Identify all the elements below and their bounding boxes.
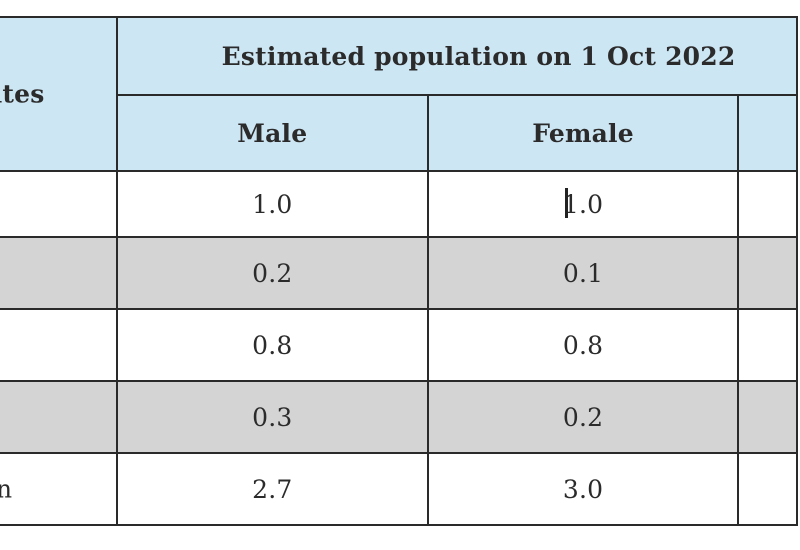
extra-value xyxy=(737,380,798,454)
header-row-title: ates Estimated population on 1 Oct 2022 xyxy=(0,16,799,172)
row-label xyxy=(0,308,118,382)
text-cursor xyxy=(565,188,569,218)
extra-value xyxy=(737,308,798,382)
extra-value xyxy=(737,452,798,526)
states-header-text: ates xyxy=(0,79,45,109)
row-label: n xyxy=(0,452,118,526)
column-header-partial xyxy=(737,94,798,172)
population-table: ates Estimated population on 1 Oct 2022 … xyxy=(0,16,799,526)
male-value: 1.0 xyxy=(115,170,430,238)
female-value: 0.2 xyxy=(427,380,740,454)
header-row-columns: Male Female xyxy=(0,94,798,172)
row-label xyxy=(0,170,118,238)
male-value: 2.7 xyxy=(115,452,430,526)
row-label xyxy=(0,236,118,310)
table-row: n 2.7 3.0 xyxy=(0,452,798,526)
table-title: Estimated population on 1 Oct 2022 xyxy=(115,16,799,96)
extra-value xyxy=(737,236,798,310)
female-value: 0.8 xyxy=(427,308,740,382)
table-row: 0.8 0.8 xyxy=(0,308,798,382)
male-value: 0.3 xyxy=(115,380,430,454)
row-label xyxy=(0,380,118,454)
column-header-female: Female xyxy=(427,94,740,172)
female-value: 3.0 xyxy=(427,452,740,526)
male-value: 0.8 xyxy=(115,308,430,382)
female-value: 1.0 xyxy=(427,170,740,238)
states-column-header: ates xyxy=(0,16,118,172)
table-row: 0.3 0.2 xyxy=(0,380,798,454)
male-value: 0.2 xyxy=(115,236,430,310)
column-header-male: Male xyxy=(115,94,430,172)
extra-value xyxy=(737,170,798,238)
table-row: 0.2 0.1 xyxy=(0,236,798,310)
table-row: 1.0 1.0 xyxy=(0,170,798,238)
female-value: 0.1 xyxy=(427,236,740,310)
